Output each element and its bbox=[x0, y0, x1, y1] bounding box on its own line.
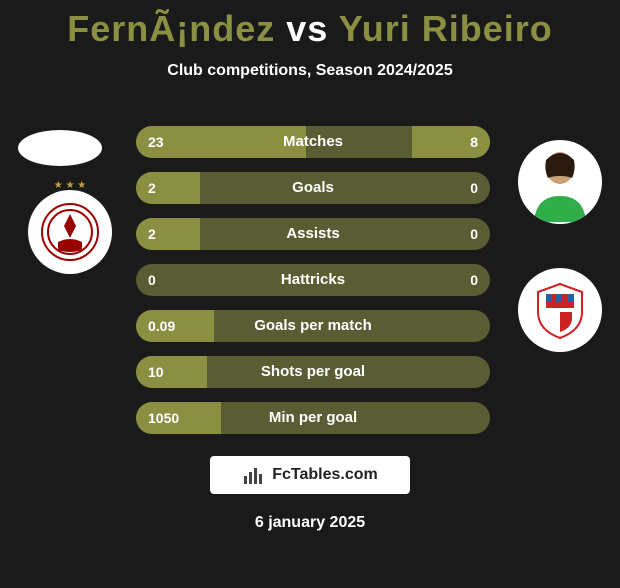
player2-club-badge bbox=[518, 268, 602, 352]
stat-row: 20Goals bbox=[136, 172, 490, 204]
stat-label: Shots per goal bbox=[136, 356, 490, 388]
stat-row: 238Matches bbox=[136, 126, 490, 158]
benfica-badge-icon bbox=[40, 202, 100, 262]
player2-photo bbox=[518, 140, 602, 224]
subtitle: Club competitions, Season 2024/2025 bbox=[0, 62, 620, 80]
player-silhouette-icon bbox=[520, 142, 600, 222]
player1-club-badge: ★ ★ ★ bbox=[28, 190, 112, 274]
watermark: FcTables.com bbox=[210, 456, 410, 494]
stat-label: Hattricks bbox=[136, 264, 490, 296]
watermark-text: FcTables.com bbox=[272, 466, 378, 484]
comparison-title: FernÃ¡ndez vs Yuri Ribeiro bbox=[0, 8, 620, 50]
player1-name: FernÃ¡ndez bbox=[67, 8, 275, 49]
stat-label: Matches bbox=[136, 126, 490, 158]
stat-row: 20Assists bbox=[136, 218, 490, 250]
stat-label: Min per goal bbox=[136, 402, 490, 434]
stars-icon: ★ ★ ★ bbox=[54, 180, 86, 191]
player2-name: Yuri Ribeiro bbox=[339, 8, 553, 49]
chart-icon bbox=[242, 464, 264, 486]
braga-badge-icon bbox=[528, 278, 592, 342]
stat-row: 1050Min per goal bbox=[136, 402, 490, 434]
stat-label: Goals bbox=[136, 172, 490, 204]
vs-text: vs bbox=[286, 8, 328, 49]
stat-row: 10Shots per goal bbox=[136, 356, 490, 388]
player1-photo bbox=[18, 130, 102, 166]
stat-label: Goals per match bbox=[136, 310, 490, 342]
stats-container: 238Matches 20Goals 20Assists 00Hattricks 0.0… bbox=[136, 126, 490, 448]
date-text: 6 january 2025 bbox=[0, 514, 620, 532]
stat-row: 0.09Goals per match bbox=[136, 310, 490, 342]
stat-label: Assists bbox=[136, 218, 490, 250]
stat-row: 00Hattricks bbox=[136, 264, 490, 296]
